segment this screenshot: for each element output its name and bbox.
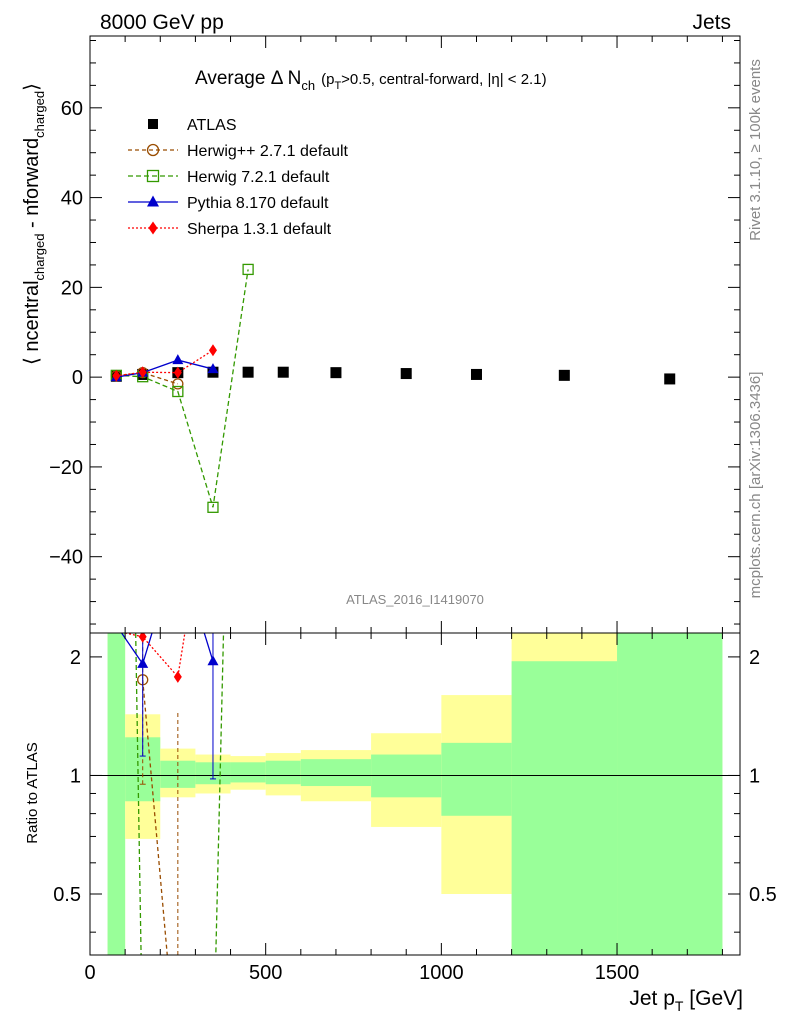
legend-label: Pythia 8.170 default xyxy=(187,195,329,212)
rivet-label: Rivet 3.1.10, ≥ 100k events xyxy=(747,59,764,241)
ratio-y-tick-label-right: 1 xyxy=(749,765,760,787)
legend-entry: Sherpa 1.3.1 default xyxy=(128,221,332,238)
legend-marker xyxy=(148,221,158,235)
ratio-point xyxy=(138,633,147,643)
data-point xyxy=(208,344,217,357)
data-point xyxy=(242,366,254,378)
data-point xyxy=(330,367,342,379)
legend-label: Herwig 7.2.1 default xyxy=(187,169,330,186)
legend-entry: Pythia 8.170 default xyxy=(128,195,329,212)
data-point xyxy=(207,363,219,374)
legend-entry: ATLAS xyxy=(148,117,237,134)
main-panel: −40 −20 0 20 40 60 Average Δ Nch (pT>0.5, cent… xyxy=(21,35,741,634)
data-point xyxy=(138,366,147,379)
series-atlas xyxy=(110,366,676,385)
series-sherpa-1-3-1-default xyxy=(112,344,217,382)
stat-band xyxy=(300,759,372,787)
data-point xyxy=(242,263,254,276)
x-tick-label: 0 xyxy=(84,962,95,984)
series-pythia-8-170-default xyxy=(110,354,219,382)
series-line xyxy=(116,349,214,377)
ratio-series-herwig-7-2-1-default xyxy=(135,633,225,955)
stat-band xyxy=(617,633,723,955)
data-point xyxy=(664,373,676,385)
stat-band xyxy=(441,742,512,816)
legend-marker xyxy=(146,169,160,183)
data-point xyxy=(112,369,121,382)
header-left-title: 8000 GeV pp xyxy=(100,11,224,34)
ratio-y-tick-label: 2 xyxy=(70,647,81,669)
legend-label: ATLAS xyxy=(187,117,237,134)
y-tick-label: 0 xyxy=(72,367,83,389)
series-line xyxy=(116,269,249,508)
data-point xyxy=(400,368,412,380)
ratio-frame xyxy=(89,632,741,956)
x-axis-label: Jet pT [GeV] xyxy=(629,987,743,1014)
ratio-series-pythia-8-170-default xyxy=(121,633,219,780)
main-y-axis: −40 −20 0 20 40 60 xyxy=(49,36,740,633)
legend-marker xyxy=(148,119,158,129)
data-point xyxy=(172,385,184,398)
y-tick-label: 40 xyxy=(61,188,83,210)
x-tick-label: 1000 xyxy=(419,962,464,984)
series-line xyxy=(116,359,214,378)
data-point xyxy=(470,368,482,380)
legend-label: Herwig++ 2.7.1 default xyxy=(187,143,349,160)
stat-band xyxy=(230,762,266,783)
legend: ATLAS Herwig++ 2.7.1 default Herwig 7.2.1 … xyxy=(128,117,349,238)
ratio-point xyxy=(173,670,182,683)
ratio-line xyxy=(135,633,225,955)
ratio-series-sherpa-1-3-1-default xyxy=(124,633,186,683)
ratio-line xyxy=(124,633,186,679)
data-point xyxy=(173,366,182,379)
data-point xyxy=(172,354,184,365)
legend-entry: Herwig 7.2.1 default xyxy=(128,169,330,186)
analysis-id: ATLAS_2016_I1419070 xyxy=(346,592,484,607)
stat-band xyxy=(511,661,618,955)
data-point xyxy=(207,501,219,513)
ratio-point xyxy=(137,657,149,668)
y-tick-label: 20 xyxy=(61,277,83,299)
ratio-line xyxy=(121,633,214,666)
legend-entry: Herwig++ 2.7.1 default xyxy=(128,143,349,160)
header-right-title: Jets xyxy=(692,11,731,34)
legend-marker xyxy=(147,195,159,207)
ratio-panel: 0.5 0.5 1 1 2 2 0 500 1000 1500 Ratio to ATLAS J… xyxy=(24,632,777,1014)
ratio-point xyxy=(207,655,219,666)
ratio-y-tick-label: 1 xyxy=(70,765,81,787)
x-tick-label: 1500 xyxy=(595,962,640,984)
ratio-y-tick-label: 0.5 xyxy=(53,884,81,906)
legend-label: Sherpa 1.3.1 default xyxy=(187,221,332,238)
x-axis: 0 500 1000 1500 xyxy=(84,633,723,984)
ratio-y-tick-label-right: 2 xyxy=(749,647,760,669)
y-tick-label: −20 xyxy=(49,457,83,479)
series-herwig-7-2-1-default xyxy=(110,263,254,513)
y-tick-label: −40 xyxy=(49,547,83,569)
mcplots-label: mcplots.cern.ch [arXiv:1306.3436] xyxy=(747,372,764,599)
ratio-y-axis: 0.5 0.5 1 1 2 2 xyxy=(53,647,777,933)
main-y-label: ⟨ ncentralcharged - nforwardcharged⟩ xyxy=(21,83,47,365)
plot-title: Average Δ Nch (pT>0.5, central-forward, |… xyxy=(195,68,547,93)
y-tick-label: 60 xyxy=(61,98,83,120)
data-point xyxy=(277,366,289,378)
stat-band xyxy=(107,633,126,955)
data-point xyxy=(172,378,184,390)
data-point xyxy=(558,369,570,381)
legend-marker xyxy=(146,143,160,157)
ratio-y-tick-label-right: 0.5 xyxy=(749,884,777,906)
stat-band xyxy=(265,760,301,785)
ratio-line xyxy=(142,679,168,955)
ratio-y-label: Ratio to ATLAS xyxy=(24,742,41,843)
x-tick-label: 500 xyxy=(249,962,282,984)
